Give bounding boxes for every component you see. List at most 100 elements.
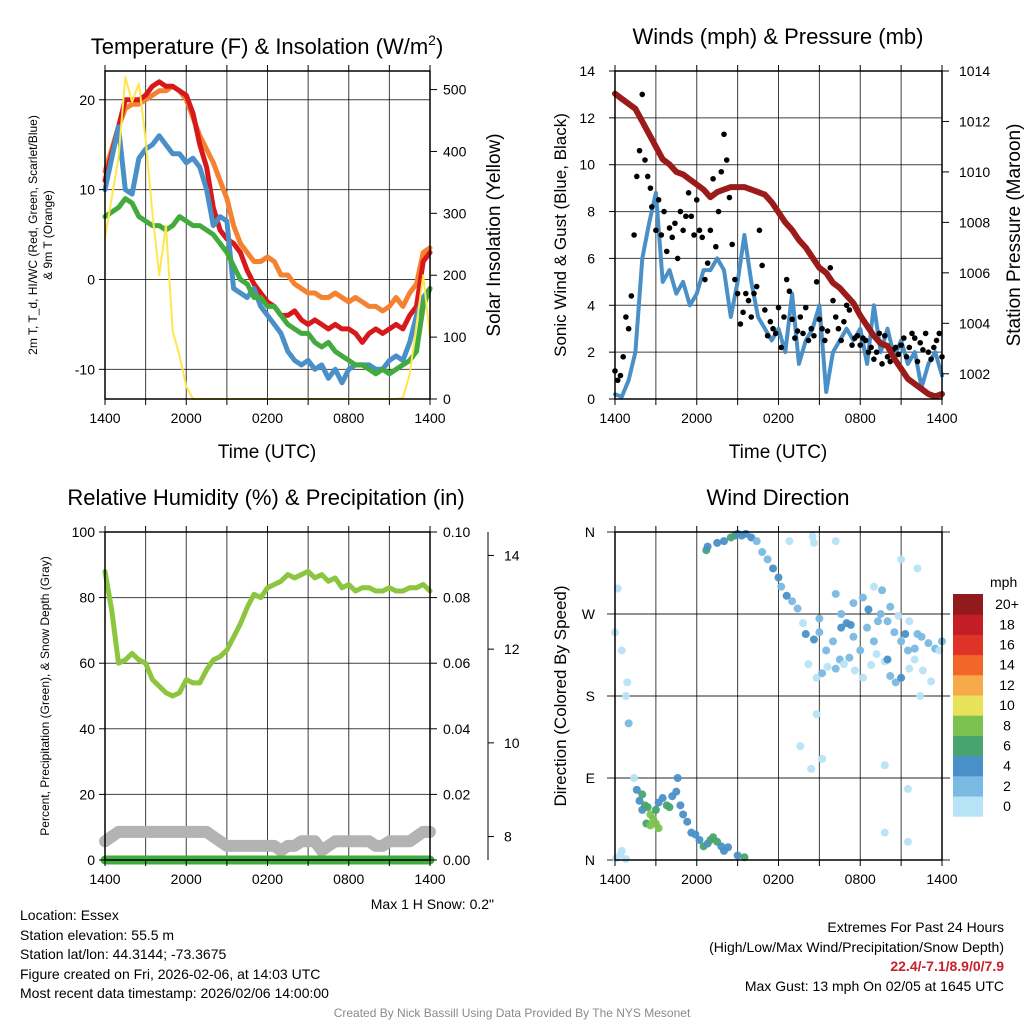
direction-point <box>867 661 876 670</box>
y-tick-label: 40 <box>79 721 95 737</box>
direction-point <box>733 851 742 860</box>
y-right-tick-label: 0.10 <box>443 524 470 540</box>
direction-tick-label: E <box>586 770 595 786</box>
gust-point <box>669 234 676 241</box>
colorbar-swatch <box>953 614 983 635</box>
x-tick-label: 2000 <box>681 871 712 887</box>
direction-point <box>809 538 818 547</box>
y-right-tick-label: 0.06 <box>443 655 470 671</box>
y-right-tick-label: 0.04 <box>443 721 470 737</box>
gust-point <box>898 342 904 348</box>
plot-frame <box>104 531 431 861</box>
direction-point <box>903 646 912 655</box>
gust-point <box>925 349 932 355</box>
direction-point <box>799 619 808 628</box>
x-tick-label: 2000 <box>171 410 202 426</box>
speed-colorbar: 0 2 4 6 8 10 12 14 16 18 20+ <box>953 594 1019 817</box>
gust-point <box>775 304 782 311</box>
gust-point <box>699 234 705 241</box>
gust-point <box>674 255 681 262</box>
gust-point <box>931 344 937 351</box>
x-tick-label: 2000 <box>681 410 712 426</box>
direction-point <box>777 582 786 591</box>
elevation-text: Station elevation: 55.5 m <box>20 926 175 943</box>
max-snow-annotation: Max 1 H Snow: 0.2" <box>370 896 494 912</box>
gust-point <box>617 372 624 379</box>
x-tick-label: 1400 <box>599 410 630 426</box>
direction-point <box>713 538 722 547</box>
x-tick-label: 0800 <box>845 871 876 887</box>
direction-point <box>815 614 824 623</box>
direction-tick-label: N <box>585 524 595 540</box>
x-tick-label: 0800 <box>333 410 364 426</box>
y-right-tick-label: 1002 <box>959 366 990 382</box>
direction-point <box>793 604 802 613</box>
gust-point <box>881 332 888 339</box>
gust-point <box>688 213 695 220</box>
temperature-ylabel: 2m T, T_d, HI/WC (Red, Green, Scarlet/Bl… <box>26 115 40 355</box>
direction-point <box>864 605 873 614</box>
gust-point <box>871 356 877 362</box>
y-tick-label: 0 <box>87 852 95 868</box>
direction-point <box>720 537 728 546</box>
humidity-panel: Relative Humidity (%) & Precipitation (i… <box>38 485 520 887</box>
gust-point <box>723 157 730 163</box>
direction-point <box>863 623 872 632</box>
direction-point <box>724 843 733 852</box>
gust-point <box>873 349 880 355</box>
colorbar-label: 18 <box>999 616 1015 632</box>
gust-point <box>862 337 869 344</box>
gust-point <box>707 227 714 234</box>
gust-point <box>713 243 719 250</box>
direction-point <box>823 662 832 671</box>
snow-axis-tick-label: 8 <box>504 829 512 845</box>
colorbar-label: 20+ <box>995 596 1019 612</box>
gust-point <box>933 337 940 344</box>
direction-point <box>788 597 797 606</box>
gust-point <box>816 316 823 323</box>
gust-point <box>772 330 779 337</box>
direction-point <box>782 591 791 600</box>
direction-point <box>905 664 914 673</box>
y-right-tick-label: 0.02 <box>443 786 470 802</box>
y-right-tick-label: 1010 <box>959 164 990 180</box>
direction-point <box>872 650 881 659</box>
gust-point <box>661 208 667 215</box>
gust-point <box>745 297 752 304</box>
winds-ylabel-right: Station Pressure (Maroon) <box>1004 124 1024 347</box>
direction-point <box>837 623 846 632</box>
gust-point <box>726 194 733 201</box>
direction-point <box>632 785 641 794</box>
y-right-tick-label: 500 <box>443 82 467 98</box>
y-right-tick-label: 1006 <box>959 265 990 281</box>
y-tick-label: 0 <box>587 391 595 407</box>
gust-point <box>740 309 746 316</box>
colorbar-swatch <box>953 735 983 757</box>
direction-point <box>910 644 919 653</box>
gust-point <box>639 91 646 98</box>
y-right-tick-label: 300 <box>443 205 467 221</box>
gust-point <box>911 335 918 341</box>
gust-point <box>751 290 757 297</box>
direction-point <box>807 764 816 773</box>
gust-point <box>663 248 670 255</box>
gust-point <box>841 318 847 325</box>
plot-frame <box>104 70 431 400</box>
colorbar-label: 0 <box>1003 798 1011 814</box>
gust-point <box>636 147 643 154</box>
gust-point <box>764 332 771 339</box>
x-tick-label: 1400 <box>414 871 445 887</box>
gust-point <box>770 325 776 332</box>
gust-point <box>794 328 801 334</box>
winds-title: Winds (mph) & Pressure (mb) <box>633 24 924 49</box>
gust-point <box>685 190 692 196</box>
direction-point <box>910 655 919 664</box>
direction-point <box>845 653 854 662</box>
x-tick-label: 0800 <box>333 871 364 887</box>
y-tick-label: 100 <box>72 524 96 540</box>
direction-point <box>883 617 892 626</box>
direction-point <box>891 678 900 687</box>
y-tick-label: -10 <box>75 361 95 377</box>
direction-point <box>683 817 692 826</box>
